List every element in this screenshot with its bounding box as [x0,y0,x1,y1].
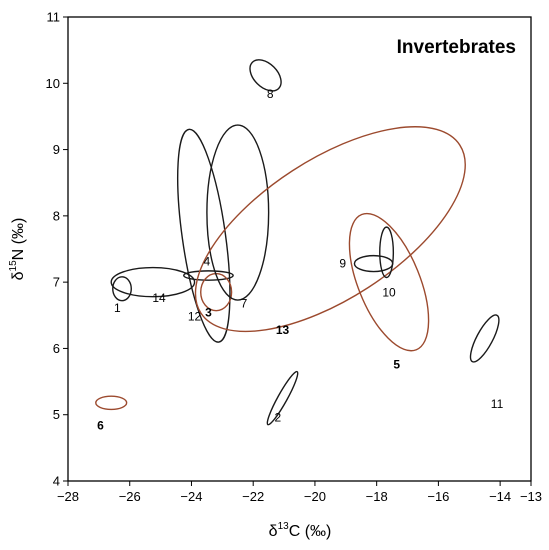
y-tick-label: 11 [47,10,61,25]
y-tick-label: 10 [46,76,60,91]
ellipse-label-3: 3 [205,306,212,320]
ellipse-label-8: 8 [267,87,274,101]
ellipse-9 [353,254,394,273]
ellipse-label-11: 11 [491,397,504,411]
y-tick-label: 7 [53,275,60,290]
ellipse-label-1: 1 [114,301,121,315]
ellipse-label-4: 4 [204,255,211,269]
ellipse-label-2: 2 [275,410,282,424]
y-tick-label: 8 [53,208,60,223]
ellipse-label-7: 7 [241,296,248,310]
ellipse-11 [469,314,500,363]
ellipse-7 [206,124,270,301]
x-tick-label: −24 [180,489,202,504]
chart-title: Invertebrates [397,37,516,58]
ellipse-1 [112,276,132,302]
ellipse-label-6: 6 [97,418,104,432]
y-axis-title: δ15N (‰) [8,218,27,281]
y-tick-label: 5 [53,407,60,422]
x-tick-label: −28 [57,489,79,504]
ellipse-label-10: 10 [382,286,396,300]
ellipse-5 [348,212,430,352]
ellipse-12 [177,128,231,343]
x-tick-label: −14 [489,489,511,504]
ellipse-labels-layer: 1 14 12 4 3 7 13 8 9 10 5 2 11 6 [97,87,504,432]
ellipse-10 [379,226,395,279]
y-tick-label: 9 [53,142,60,157]
ellipse-14 [110,266,196,298]
ellipse-label-5: 5 [393,357,400,371]
ellipse-2 [266,370,299,426]
ellipse-13 [194,126,466,333]
y-tick-label: 4 [53,474,60,489]
ellipse-8 [249,59,282,92]
ellipses-layer [95,59,500,426]
x-tick-label: −22 [242,489,264,504]
ellipse-label-12: 12 [188,310,202,324]
x-tick-label: −16 [427,489,449,504]
ellipse-label-13: 13 [276,323,290,337]
ellipse-6 [95,395,128,411]
ellipse-label-9: 9 [339,257,346,271]
plot-frame [67,16,532,482]
x-tick-label: −26 [119,489,141,504]
axis-ticks: −28 −26 −24 −22 −20 −18 −16 −14 −13 4 5 6 7 8 9 10 11 [46,10,543,505]
x-axis-title: δ13C (‰) [269,521,332,540]
y-tick-label: 6 [53,341,60,356]
x-tick-label: −13 [520,489,542,504]
x-tick-label: −18 [366,489,388,504]
x-tick-label: −20 [304,489,326,504]
ellipse-label-14: 14 [152,291,166,305]
ellipse-4 [183,270,234,281]
